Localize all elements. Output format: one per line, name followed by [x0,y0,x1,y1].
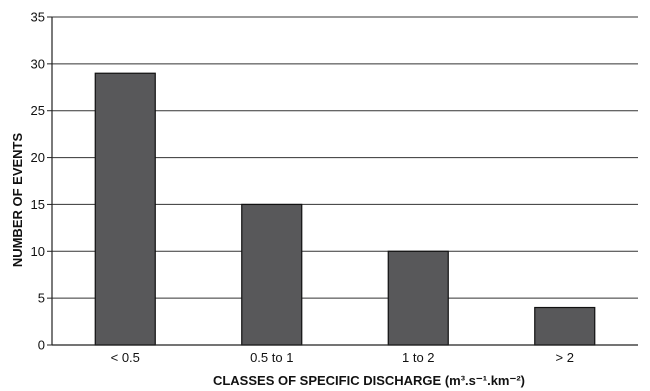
y-tick-label: 30 [31,56,45,71]
bar [94,72,156,346]
bar [534,306,596,346]
y-tick-label: 0 [38,338,45,353]
y-tick-label: 10 [31,244,45,259]
y-tick-label: 20 [31,150,45,165]
x-tick-label: < 0.5 [111,350,140,365]
x-axis-title: CLASSES OF SPECIFIC DISCHARGE (m³.s⁻¹.km… [213,373,525,388]
bar [241,203,303,346]
y-tick-labels: 0 5 10 15 20 25 30 35 [31,10,52,353]
x-tick-label: 1 to 2 [402,350,435,365]
y-tick-label: 25 [31,103,45,118]
x-tick-label: > 2 [556,350,574,365]
x-tick-labels: < 0.5 0.5 to 1 1 to 2 > 2 [111,350,574,365]
y-tick-label: 15 [31,197,45,212]
bar [387,250,449,346]
bars [94,72,596,346]
y-tick-label: 35 [31,10,45,25]
x-tick-label: 0.5 to 1 [250,350,293,365]
y-axis-title: NUMBER OF EVENTS [10,133,25,268]
y-tick-label: 5 [38,291,45,306]
